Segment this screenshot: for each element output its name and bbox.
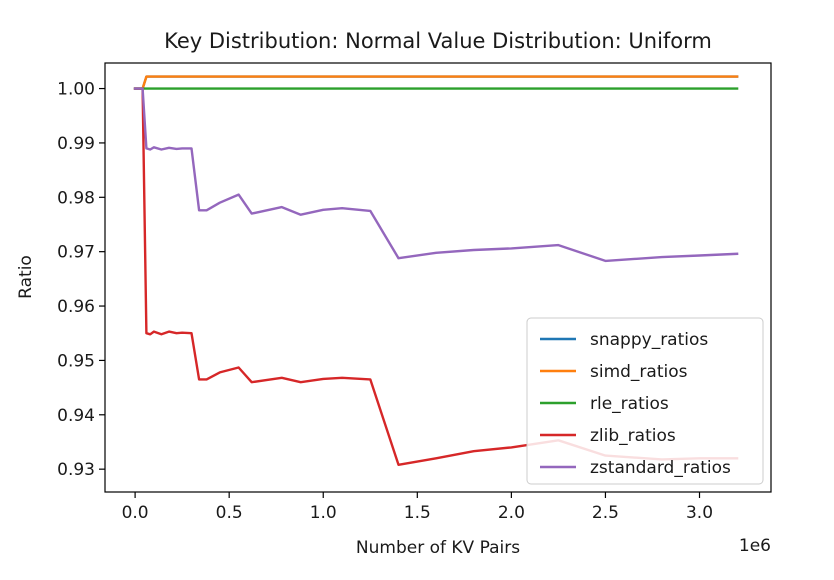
x-axis-offset-label: 1e6 — [739, 536, 771, 556]
y-tick-label: 0.98 — [57, 188, 95, 208]
y-tick-label: 0.96 — [57, 297, 95, 317]
x-axis-label: Number of KV Pairs — [356, 538, 520, 558]
legend-box — [526, 317, 764, 485]
legend-label: zstandard_ratios — [590, 458, 731, 478]
chart-title: Key Distribution: Normal Value Distribut… — [164, 29, 712, 53]
legend-entries: snappy_ratios simd_ratios rle_ratios zlib_r… — [540, 330, 731, 478]
y-tick-label: 0.93 — [57, 460, 95, 480]
y-tick-label: 1.00 — [57, 80, 95, 100]
series-layer — [133, 75, 739, 466]
plot-frame — [104, 62, 772, 493]
x-axis-ticks: 0.0 0.5 1.0 1.5 2.0 2.5 3.0 — [122, 492, 713, 523]
x-tick-label: 2.0 — [498, 503, 525, 523]
x-tick-label: 1.5 — [404, 503, 431, 523]
x-tick-label: 1.0 — [310, 503, 337, 523]
legend-label: rle_ratios — [590, 394, 669, 414]
y-axis-ticks: 0.93 0.94 0.95 0.96 0.97 0.98 0.99 1.00 — [57, 80, 105, 480]
y-tick-label: 0.99 — [57, 134, 95, 154]
y-tick-label: 0.95 — [57, 351, 95, 371]
y-tick-label: 0.94 — [57, 406, 95, 426]
legend-label: zlib_ratios — [590, 426, 676, 446]
legend: snappy_ratios simd_ratios rle_ratios zlib_r… — [526, 317, 764, 485]
y-axis-label: Ratio — [16, 255, 36, 299]
x-tick-label: 0.5 — [216, 503, 243, 523]
x-tick-label: 0.0 — [122, 503, 149, 523]
y-tick-label: 0.97 — [57, 243, 95, 263]
x-tick-label: 2.5 — [592, 503, 619, 523]
x-tick-label: 3.0 — [686, 503, 713, 523]
legend-label: snappy_ratios — [590, 330, 708, 350]
legend-label: simd_ratios — [590, 362, 688, 382]
series-line-zstandard-ratios — [133, 87, 739, 263]
